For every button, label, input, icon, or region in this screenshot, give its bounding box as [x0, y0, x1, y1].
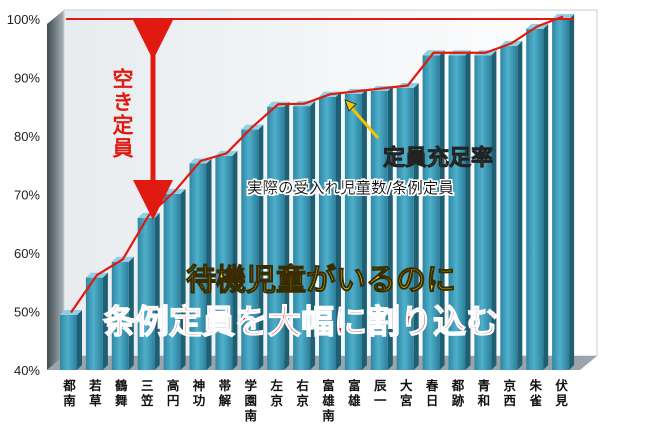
rate-pointer-head	[344, 99, 357, 112]
bar-side	[361, 88, 367, 370]
bar	[163, 188, 186, 370]
y-tick-label: 80%	[14, 129, 40, 144]
bar	[137, 212, 160, 370]
bar	[267, 101, 290, 370]
rate-label: 定員充足率	[383, 145, 493, 171]
bar-front	[60, 315, 77, 370]
bar-front	[526, 28, 544, 370]
x-tick-label: 大宮	[400, 378, 413, 408]
bar-side	[206, 158, 212, 370]
bar-side	[336, 91, 341, 371]
bar	[344, 88, 367, 370]
bar	[319, 91, 341, 371]
side-wall	[47, 10, 64, 370]
x-tick-label: 春日	[425, 378, 439, 408]
bar-front	[422, 55, 440, 371]
bar-front	[85, 277, 103, 370]
bar-front	[267, 106, 285, 370]
bar	[241, 124, 264, 370]
bar-side	[387, 85, 393, 370]
bar-front	[189, 163, 207, 370]
y-tick-label: 40%	[14, 363, 40, 378]
bar-front	[111, 261, 129, 370]
bar-side	[439, 50, 445, 371]
bar-front	[241, 129, 259, 370]
x-tick-label: 青和	[477, 378, 491, 408]
bar	[293, 101, 316, 370]
bar	[85, 272, 108, 370]
bar-front	[448, 55, 466, 371]
bar-side	[413, 83, 419, 370]
bar-side	[543, 23, 549, 370]
y-tick-label: 50%	[14, 305, 40, 320]
bar	[189, 158, 212, 370]
x-tick-label: 左京	[269, 378, 283, 408]
bar-front	[137, 217, 155, 370]
bar-side	[232, 150, 238, 370]
rate-pointer-arrow	[347, 104, 380, 139]
bar	[370, 85, 393, 370]
x-tick-label: 辰一	[374, 378, 387, 408]
bar	[111, 256, 134, 370]
bar-front	[552, 19, 570, 370]
bar-front	[215, 155, 233, 370]
bar	[422, 50, 445, 371]
bar-side	[154, 212, 160, 370]
bar-side	[128, 256, 134, 370]
x-tick-label: 都跡	[451, 378, 465, 408]
x-tick-label: 学園南	[245, 378, 258, 423]
bar	[552, 14, 575, 370]
bar-side	[258, 124, 264, 370]
x-tick-label: 高円	[167, 378, 180, 408]
bar-front	[293, 106, 311, 370]
bar-side	[517, 40, 523, 370]
bar	[500, 40, 523, 370]
bar-side	[310, 101, 316, 370]
x-tick-label: 京西	[504, 378, 517, 408]
bar-side	[465, 50, 471, 371]
x-tick-label: 三笠	[140, 378, 154, 408]
x-tick-label: 富雄南	[321, 378, 335, 423]
bar-side	[284, 101, 290, 370]
y-tick-label: 100%	[7, 12, 41, 27]
bar-side	[180, 188, 186, 370]
bar-front	[344, 93, 362, 370]
bar-front	[163, 193, 181, 370]
y-tick-label: 60%	[14, 246, 40, 261]
y-tick-label: 90%	[14, 71, 40, 86]
x-axis: 都南若草鶴舞三笠高円神功帯解学園南左京右京富雄南富雄辰一大宮春日都跡青和京西朱雀…	[62, 378, 568, 423]
x-tick-label: 富雄	[347, 378, 361, 408]
y-axis: 40% 50% 60% 70% 80% 90% 100%	[7, 12, 41, 378]
bar	[60, 310, 82, 370]
bar-front	[370, 90, 388, 370]
x-tick-label: 右京	[295, 378, 309, 408]
headline-line2: 条例定員を大幅に割り込む	[103, 302, 499, 341]
bar-side	[77, 310, 82, 370]
bar-front	[474, 55, 492, 371]
vacancy-label: 空き定員	[110, 67, 135, 160]
x-tick-label: 神功	[193, 378, 206, 408]
rate-sublabel: 実際の受入れ児童数/条例定員	[247, 178, 454, 197]
x-tick-label: 朱雀	[528, 378, 542, 408]
bar-side	[569, 14, 575, 370]
bar	[526, 23, 549, 370]
bars	[60, 14, 575, 371]
bar-front	[500, 45, 518, 370]
x-tick-label: 伏見	[554, 378, 568, 408]
bar-side	[102, 272, 108, 370]
x-tick-label: 帯解	[219, 378, 232, 408]
x-tick-label: 都南	[62, 378, 76, 408]
bar-front	[396, 88, 414, 370]
bar-front	[319, 96, 336, 371]
headline-line1: 待機児童がいるのに	[186, 263, 456, 298]
y-tick-label: 70%	[14, 188, 40, 203]
bar	[396, 83, 419, 370]
bar	[215, 150, 238, 370]
x-tick-label: 若草	[88, 378, 102, 408]
bar	[448, 50, 471, 371]
bar-side	[491, 50, 497, 371]
x-tick-label: 鶴舞	[114, 378, 128, 408]
